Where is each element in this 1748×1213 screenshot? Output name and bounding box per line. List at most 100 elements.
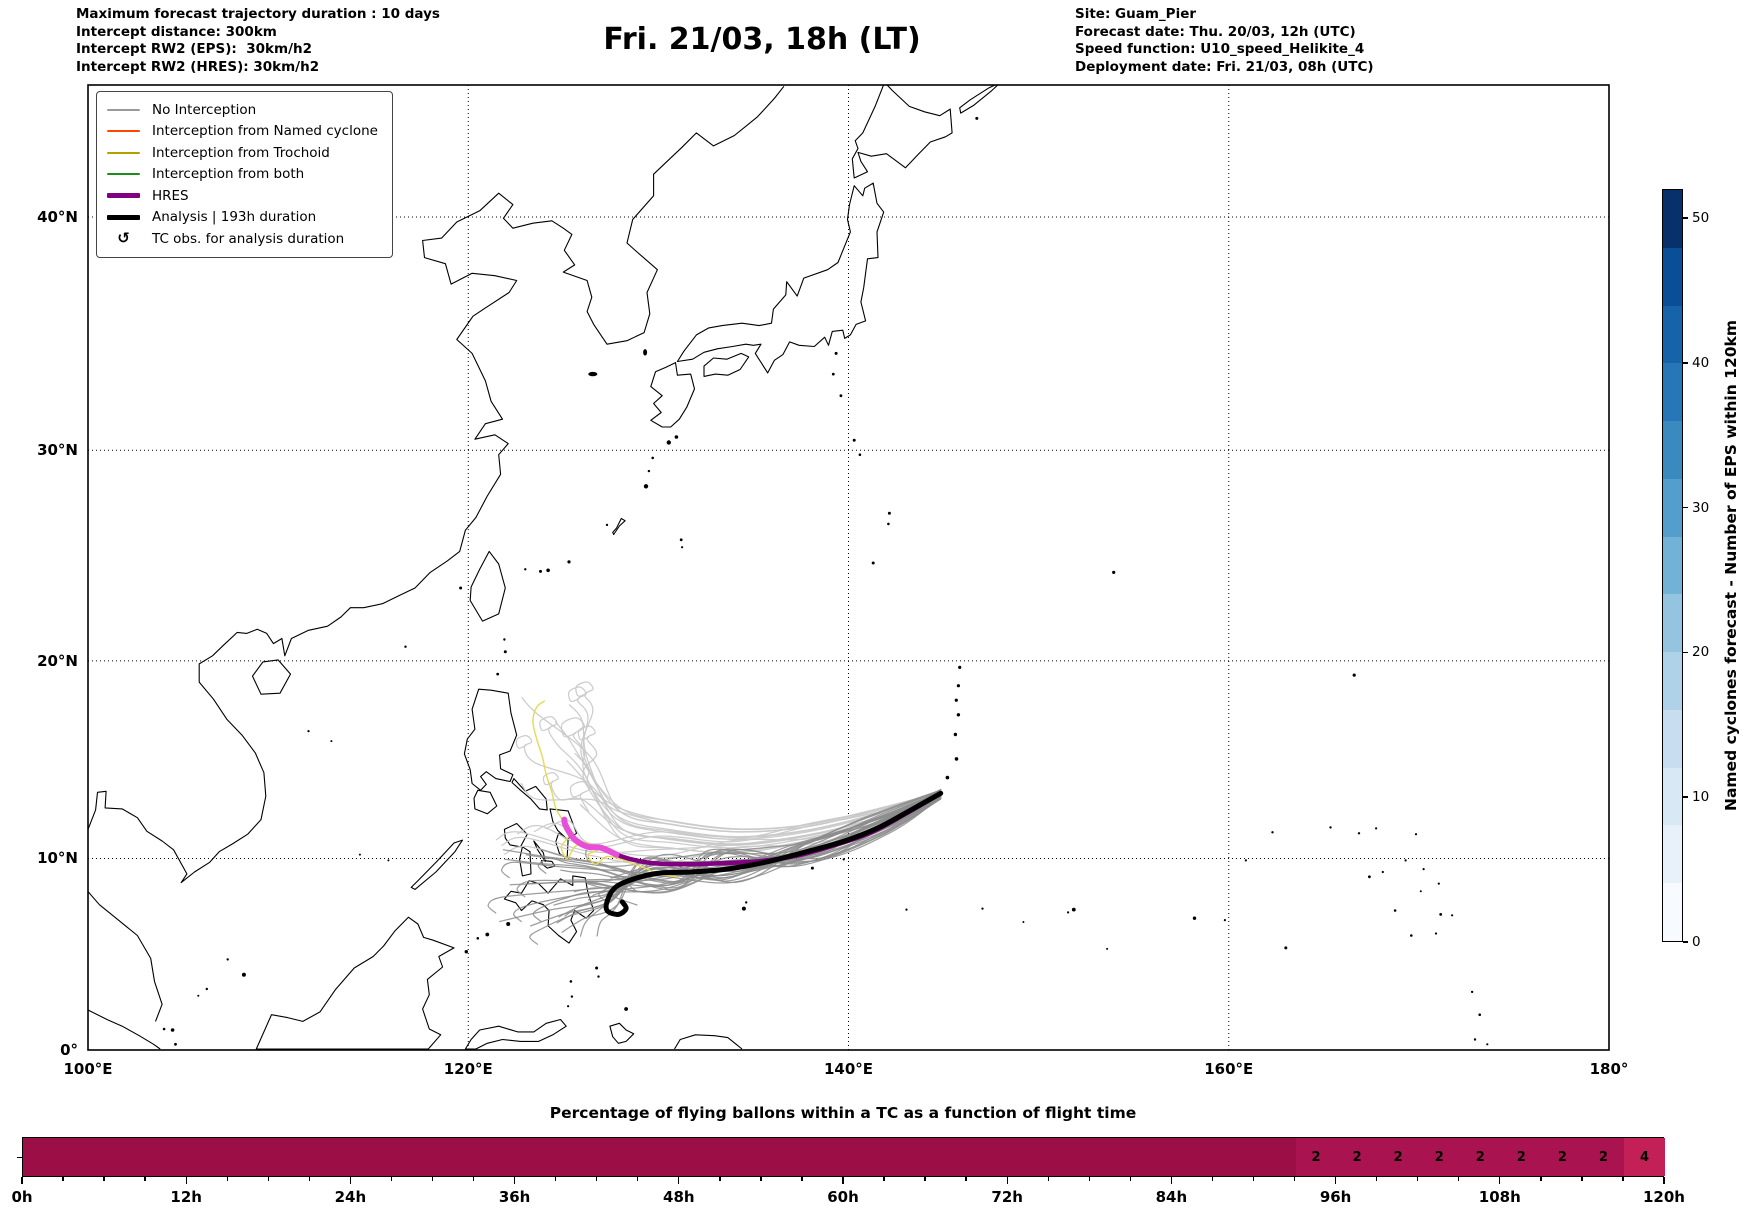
island-dot	[679, 538, 683, 542]
bar-annotated-segment: 2	[1582, 1138, 1624, 1176]
tc-obs-marker-icon: ↺	[117, 229, 130, 248]
island-dot	[506, 922, 511, 926]
run-parameter-line: Maximum forecast trajectory duration : 1…	[76, 6, 440, 22]
island-dot	[1470, 990, 1474, 994]
island-dot	[842, 858, 845, 861]
legend-item: ↺ TC obs. for analysis duration	[107, 228, 378, 250]
bar-minor-tick	[1293, 1177, 1296, 1181]
island-dot	[459, 586, 463, 590]
island-dot	[1244, 859, 1247, 862]
bar-hour-label: 84h	[1155, 1188, 1188, 1206]
colorbar-segment	[1663, 536, 1682, 595]
site-info-line: Site: Guam_Pier	[1075, 6, 1197, 22]
bar-minor-tick	[1252, 1177, 1255, 1181]
island-dot	[839, 394, 843, 398]
lon-tick-label: 120°E	[443, 1060, 493, 1078]
bar-major-tick	[842, 1177, 844, 1184]
bar-major-tick	[1499, 1177, 1501, 1184]
ensemble-member-track	[532, 797, 942, 922]
island-dot	[1375, 827, 1378, 830]
coastlines	[88, 85, 999, 1050]
island-dot	[464, 950, 468, 954]
colorbar-tick	[1683, 506, 1688, 509]
lon-tick-label: 140°E	[823, 1060, 874, 1078]
island-dot	[404, 645, 407, 648]
island-dot	[476, 937, 480, 940]
island-dot	[1473, 1038, 1477, 1041]
bar-major-tick	[1663, 1177, 1665, 1184]
legend-line-swatch	[107, 108, 140, 111]
island-dot	[570, 995, 574, 998]
island-dot	[858, 453, 862, 457]
bar-minor-tick	[596, 1177, 598, 1181]
island-dot	[1071, 907, 1076, 912]
bar-minor-tick	[924, 1177, 926, 1181]
bar-annotated-segment: 2	[1377, 1138, 1419, 1176]
colorbar-label: Named cyclones forecast - Number of EPS …	[1722, 320, 1740, 811]
colorbar-tick-label: 0	[1692, 934, 1701, 950]
legend-line-swatch	[107, 214, 140, 220]
run-parameters-block: Maximum forecast trajectory duration : 1…	[76, 6, 440, 76]
colorbar-segment	[1663, 247, 1682, 306]
island-dot	[1422, 868, 1425, 871]
island-dot	[170, 1028, 175, 1032]
legend-line-swatch	[107, 193, 140, 199]
bar-minor-tick	[267, 1177, 269, 1181]
island-dot	[1414, 833, 1418, 836]
lat-tick-label: 0°	[60, 1041, 78, 1059]
colorbar-tick-label: 20	[1692, 644, 1710, 661]
island-dot	[1410, 934, 1413, 937]
bar-minor-tick	[1581, 1177, 1583, 1181]
island-dot	[651, 456, 654, 460]
island-dot	[1357, 832, 1361, 835]
lat-tick-label: 30°N	[37, 441, 78, 460]
coastline	[609, 1022, 635, 1044]
analysis-track	[603, 790, 944, 917]
coastline	[612, 517, 626, 536]
island-dot	[1112, 570, 1116, 575]
colorbar-segment	[1663, 190, 1682, 248]
bar-hour-label: 24h	[334, 1188, 367, 1206]
colorbar-tick	[1683, 941, 1688, 943]
island-dot	[1434, 932, 1438, 935]
island-dot	[1439, 913, 1443, 916]
island-dot	[197, 994, 200, 997]
bar-hour-label: 36h	[498, 1188, 531, 1206]
island-dot	[953, 732, 958, 737]
colorbar-segment	[1663, 305, 1682, 364]
bar-minor-tick	[965, 1177, 967, 1181]
colorbar-segment	[1663, 709, 1682, 768]
coastline	[469, 550, 506, 622]
coastline	[410, 839, 464, 890]
ensemble-trajectories	[487, 681, 942, 945]
legend-item: Analysis | 193h duration	[107, 207, 378, 229]
bar-major-tick	[1334, 1177, 1337, 1184]
legend-line-swatch	[107, 130, 140, 133]
trochoid-interception-track	[532, 700, 679, 878]
island-dot	[174, 1042, 177, 1046]
island-dot	[745, 901, 748, 904]
bar-annotated-segment: 2	[1295, 1138, 1337, 1176]
legend-item: No Interception	[107, 99, 378, 121]
bar-minor-tick	[308, 1177, 311, 1181]
island-dot	[905, 908, 908, 911]
bar-minor-tick	[883, 1177, 885, 1181]
coastline	[650, 362, 696, 428]
bar-hour-label: 108h	[1478, 1188, 1521, 1206]
bar-minor-tick	[1375, 1177, 1378, 1181]
bar-minor-tick	[1540, 1177, 1542, 1181]
island-dot	[496, 672, 500, 676]
coastline	[959, 85, 999, 114]
bar-major-tick	[1170, 1177, 1173, 1184]
coastline	[703, 352, 750, 377]
ensemble-member-track	[515, 735, 942, 838]
island-dot	[605, 523, 609, 527]
bar-minor-tick	[226, 1177, 228, 1181]
colorbar-tick	[1683, 217, 1688, 219]
bar-annotated-segment: 4	[1623, 1138, 1665, 1176]
colorbar-tick-label: 30	[1692, 499, 1710, 516]
bar-major-tick	[185, 1177, 187, 1184]
coastline	[251, 659, 292, 695]
island-dot	[954, 698, 958, 702]
